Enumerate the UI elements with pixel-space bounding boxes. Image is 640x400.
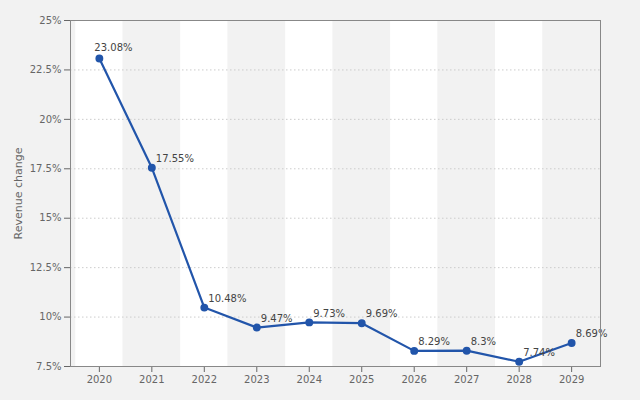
svg-text:7.5%: 7.5% xyxy=(36,361,61,372)
svg-text:12.5%: 12.5% xyxy=(30,262,62,273)
svg-text:8.69%: 8.69% xyxy=(576,328,608,339)
svg-text:2022: 2022 xyxy=(192,374,217,385)
svg-text:2021: 2021 xyxy=(139,374,164,385)
svg-text:2025: 2025 xyxy=(349,374,374,385)
svg-text:2027: 2027 xyxy=(454,374,479,385)
svg-text:17.55%: 17.55% xyxy=(156,153,194,164)
svg-text:2023: 2023 xyxy=(244,374,269,385)
svg-text:2026: 2026 xyxy=(401,374,426,385)
svg-text:2024: 2024 xyxy=(297,374,322,385)
svg-text:8.3%: 8.3% xyxy=(471,336,496,347)
svg-text:23.08%: 23.08% xyxy=(94,42,132,53)
svg-text:9.73%: 9.73% xyxy=(313,308,345,319)
svg-text:2029: 2029 xyxy=(559,374,584,385)
svg-text:8.29%: 8.29% xyxy=(418,336,450,347)
svg-text:2028: 2028 xyxy=(506,374,531,385)
svg-text:15%: 15% xyxy=(39,212,61,223)
svg-text:9.69%: 9.69% xyxy=(366,308,398,319)
svg-text:22.5%: 22.5% xyxy=(30,64,62,75)
svg-text:10.48%: 10.48% xyxy=(208,293,246,304)
svg-text:9.47%: 9.47% xyxy=(261,313,293,324)
svg-text:10%: 10% xyxy=(39,311,61,322)
svg-text:Revenue change: Revenue change xyxy=(12,147,25,239)
svg-text:20%: 20% xyxy=(39,114,61,125)
svg-text:25%: 25% xyxy=(39,15,61,26)
svg-text:2020: 2020 xyxy=(87,374,112,385)
svg-text:17.5%: 17.5% xyxy=(30,163,62,174)
svg-text:7.74%: 7.74% xyxy=(523,347,555,358)
